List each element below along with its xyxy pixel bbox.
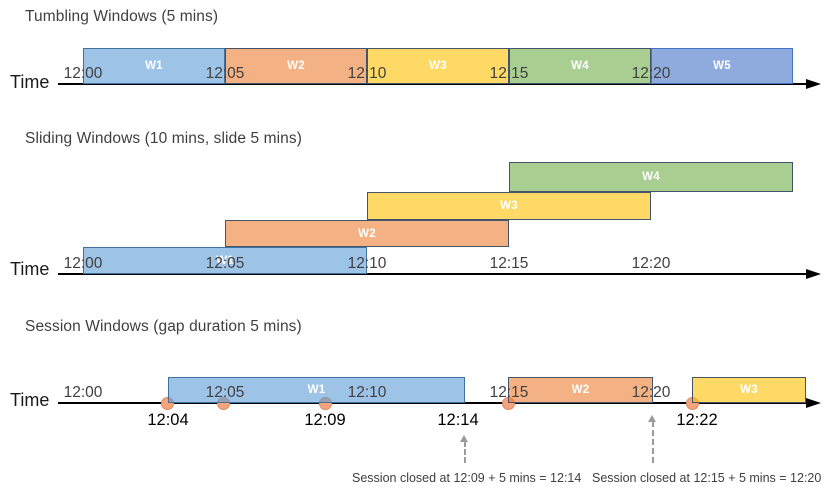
timeline-axis (58, 273, 806, 275)
window-box: W4 (509, 48, 651, 84)
window-label: W5 (713, 60, 731, 72)
callout-arrow (464, 441, 466, 463)
tick-label: 12:05 (205, 255, 245, 272)
tick-label: 12:10 (347, 384, 387, 401)
annotation-note: Session closed at 12:15 + 5 mins = 12:20 (592, 471, 822, 485)
tick-label: 12:00 (63, 384, 103, 401)
tick-label: 12:05 (205, 65, 245, 82)
tick-label: 12:20 (631, 384, 671, 401)
tick-label: 12:10 (347, 255, 387, 272)
event-time-label: 12:04 (147, 411, 189, 429)
tick-label: 12:15 (489, 384, 529, 401)
sliding-windows-title: Sliding Windows (10 mins, slide 5 mins) (25, 130, 302, 147)
timeline-axis (58, 402, 806, 404)
event-time-label: 12:09 (304, 411, 346, 429)
timeline-axis (58, 83, 806, 85)
tick-label: 12:05 (205, 384, 245, 401)
tick-label: 12:00 (63, 65, 103, 82)
window-label: W4 (571, 60, 589, 72)
window-box: W2 (508, 377, 653, 403)
window-box: W1 (168, 377, 465, 403)
tick-label: 12:15 (489, 65, 529, 82)
window-box: W5 (651, 48, 793, 84)
window-box: W2 (225, 220, 509, 247)
window-label: W1 (145, 60, 163, 72)
callout-arrowhead-icon (648, 415, 656, 422)
window-label: W3 (740, 384, 758, 396)
window-label: W2 (287, 60, 305, 72)
tick-label: 12:20 (631, 65, 671, 82)
tick-label: 12:20 (631, 255, 671, 272)
window-label: W1 (216, 254, 234, 267)
tick-label: 12:10 (347, 65, 387, 82)
window-label: W1 (307, 384, 326, 396)
session-windows-title: Session Windows (gap duration 5 mins) (25, 318, 302, 335)
tick-label: 12:15 (489, 255, 529, 272)
event-time-label: 12:22 (676, 411, 718, 429)
window-label: W2 (358, 227, 376, 240)
event-time-label: 12:14 (437, 411, 479, 429)
window-box: W2 (225, 48, 367, 84)
window-label: W4 (642, 171, 660, 183)
window-box: W3 (367, 48, 509, 84)
window-box: W1 (83, 48, 225, 84)
window-label: W3 (429, 60, 447, 72)
time-axis-label: Time (10, 72, 50, 92)
timeline-arrowhead-icon (806, 397, 821, 408)
callout-arrow (652, 421, 654, 463)
annotation-note: Session closed at 12:09 + 5 mins = 12:14 (352, 471, 582, 485)
window-box: W1 (83, 247, 367, 274)
window-box: W3 (692, 377, 806, 403)
timeline-arrowhead-icon (806, 78, 821, 89)
timeline-arrowhead-icon (806, 268, 821, 279)
time-axis-label: Time (10, 390, 50, 410)
window-label: W3 (500, 200, 518, 212)
window-label: W2 (571, 384, 590, 396)
time-axis-label: Time (10, 259, 50, 279)
tumbling-windows-title: Tumbling Windows (5 mins) (25, 8, 219, 25)
callout-arrowhead-icon (460, 435, 468, 442)
window-box: W4 (509, 162, 793, 192)
window-box: W3 (367, 192, 651, 220)
tick-label: 12:00 (63, 255, 103, 272)
